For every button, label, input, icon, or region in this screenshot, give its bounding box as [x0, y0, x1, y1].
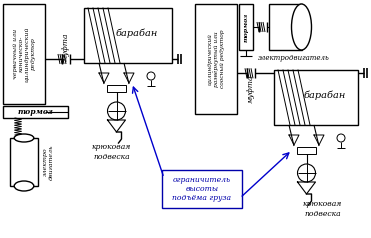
- Text: ограничитель
высоты
подъёма груза: ограничитель высоты подъёма груза: [173, 176, 232, 202]
- Ellipse shape: [14, 134, 34, 142]
- Text: барабан: барабан: [303, 90, 345, 99]
- Text: тормоз: тормоз: [243, 12, 249, 42]
- Bar: [297, 147, 316, 154]
- Bar: [3, 4, 45, 104]
- Bar: [239, 4, 253, 50]
- Text: тормоз: тормоз: [17, 108, 53, 116]
- Bar: [162, 170, 242, 208]
- Text: цилиндрический
развёрнутый или
соосный редуктор: цилиндрический развёрнутый или соосный р…: [207, 30, 225, 88]
- Bar: [195, 4, 237, 114]
- Ellipse shape: [14, 181, 34, 191]
- Text: электродвигатель: электродвигатель: [258, 54, 330, 62]
- Bar: [107, 85, 126, 92]
- Bar: [84, 8, 172, 63]
- Text: муфта: муфта: [247, 74, 255, 103]
- Text: барабан: барабан: [116, 28, 158, 38]
- Text: муфта: муфта: [62, 33, 70, 61]
- Bar: [274, 70, 358, 125]
- Bar: [269, 4, 302, 50]
- Text: крюковая
подвеска: крюковая подвеска: [92, 144, 131, 161]
- Circle shape: [147, 72, 155, 80]
- Text: червачный или
коническо-
цилиндрический
редуктор: червачный или коническо- цилиндрический …: [13, 26, 35, 82]
- Bar: [10, 138, 38, 186]
- Ellipse shape: [292, 4, 312, 50]
- Circle shape: [298, 164, 315, 182]
- Circle shape: [108, 102, 125, 120]
- Bar: [3, 106, 68, 118]
- Text: крюковая
подвеска: крюковая подвеска: [303, 200, 342, 218]
- Text: электро
двигатель: электро двигатель: [43, 144, 53, 180]
- Circle shape: [337, 134, 345, 142]
